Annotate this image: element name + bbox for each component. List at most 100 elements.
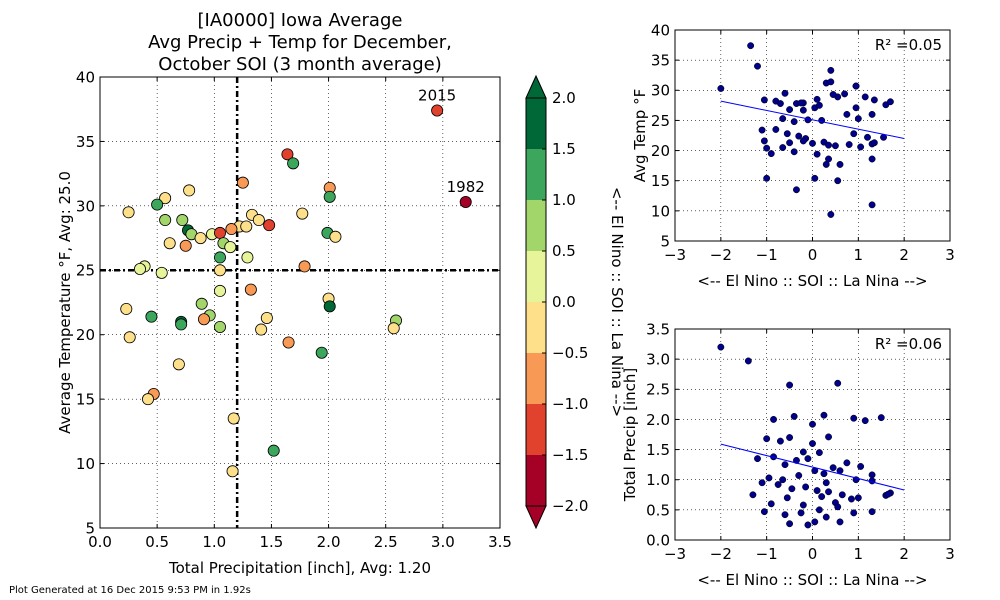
colorbar-tick-label: 0.0 <box>552 293 576 311</box>
data-point <box>163 237 176 250</box>
data-point <box>226 465 239 478</box>
precip-data-point <box>774 481 782 488</box>
precip-tick-label-y: 2.5 <box>646 381 670 399</box>
precip-data-point <box>760 508 768 516</box>
precip-data-point <box>838 491 846 499</box>
temp-data-point <box>815 101 823 109</box>
main-tick-label-y: 10 <box>76 455 95 473</box>
precip-data-point <box>834 503 842 511</box>
main-tick-label-y: 25 <box>76 262 95 280</box>
temp-tick-label-y: 35 <box>651 52 670 70</box>
precip-fit-line <box>720 443 905 491</box>
precip-tick-label-y: 1.0 <box>646 471 670 489</box>
temp-data-point <box>717 85 725 92</box>
precip-tick-label-y: 3.0 <box>646 351 670 369</box>
data-point <box>323 190 336 203</box>
year-annotation: 2015 <box>418 87 456 105</box>
precip-data-point <box>799 448 807 456</box>
precip-data-point <box>763 435 771 443</box>
data-point <box>255 323 268 336</box>
precip-data-point <box>861 417 869 425</box>
data-point <box>120 302 133 315</box>
precip-data-point <box>781 511 789 519</box>
main-tick-label-x: 1.0 <box>202 533 226 551</box>
temp-data-point <box>760 137 768 145</box>
main-tick-label-y: 20 <box>76 326 95 344</box>
temp-data-point <box>870 139 878 147</box>
temp-data-point <box>790 118 798 126</box>
precip-tick-label-y: 3.5 <box>646 320 670 338</box>
colorbar-tick-label: 1.0 <box>552 191 576 209</box>
temp-r2-label: R² =0.05 <box>875 36 942 54</box>
precip-data-point <box>857 463 865 470</box>
data-point <box>151 198 164 211</box>
main-tick-label-x: 0.5 <box>145 533 169 551</box>
temp-data-point <box>760 96 768 104</box>
precip-data-point <box>804 521 812 529</box>
temp-data-point <box>845 141 853 148</box>
data-point <box>213 320 226 333</box>
data-point <box>176 214 189 227</box>
data-point <box>241 251 254 264</box>
main-tick-label-x: 1.5 <box>259 533 283 551</box>
year-annotation: 1982 <box>447 178 485 196</box>
precip-data-point <box>809 440 816 447</box>
colorbar-tick-label: 1.5 <box>552 140 576 158</box>
precip-tick-label-y: 2.0 <box>646 411 670 429</box>
data-point <box>213 284 226 297</box>
precip-data-point <box>767 500 775 508</box>
colorbar-segment <box>526 251 546 302</box>
precip-data-point <box>783 494 791 502</box>
precip-data-point <box>781 461 789 469</box>
temp-data-point <box>868 155 876 163</box>
temp-data-point <box>868 110 876 118</box>
data-point <box>252 214 265 227</box>
temp-data-point <box>754 62 761 70</box>
colorbar-segment <box>526 302 546 353</box>
precip-data-point <box>825 488 832 496</box>
temp-data-point <box>795 132 803 140</box>
temp-tick-label-x: 3 <box>945 246 955 264</box>
temp-data-point <box>836 160 844 168</box>
precip-data-point <box>809 420 816 428</box>
temp-data-point <box>781 89 789 97</box>
temp-tick-label-y: 15 <box>651 172 670 190</box>
precip-data-point <box>829 464 837 472</box>
temp-data-point <box>852 104 860 112</box>
data-point <box>122 206 135 219</box>
data-point <box>213 226 226 239</box>
main-tick-label-y: 30 <box>76 197 95 215</box>
data-point <box>236 176 249 189</box>
precip-tick-label-x: −2 <box>710 545 732 563</box>
temp-tick-label-y: 40 <box>651 21 670 39</box>
data-point <box>296 207 309 220</box>
temp-data-point <box>793 186 800 194</box>
precip-data-point <box>795 472 803 479</box>
data-point <box>431 104 444 117</box>
colorbar-tick-label: −1.0 <box>552 395 588 413</box>
precip-data-point <box>793 456 800 464</box>
temp-data-point <box>783 130 791 138</box>
temp-data-point <box>827 66 835 74</box>
precip-data-point <box>868 471 876 479</box>
precip-data-point <box>822 479 830 487</box>
main-tick-label-x: 3.5 <box>488 533 512 551</box>
precip-data-point <box>815 506 823 514</box>
data-point <box>263 219 276 232</box>
colorbar-segment <box>526 98 546 149</box>
temp-x-axis-label: <-- El Nino :: SOI :: La Nina --> <box>697 272 927 290</box>
precip-x-axis-label: <-- El Nino :: SOI :: La Nina --> <box>697 571 927 589</box>
temp-tick-label-x: 1 <box>854 246 864 264</box>
precip-data-point <box>790 412 798 420</box>
data-point <box>197 313 210 326</box>
data-point <box>225 223 238 236</box>
precip-data-point <box>877 414 885 422</box>
temp-data-point <box>822 160 830 168</box>
temp-data-point <box>779 115 787 123</box>
temp-tick-label-y: 25 <box>651 112 670 130</box>
temp-data-point <box>767 150 775 158</box>
precip-data-point <box>854 494 862 502</box>
temp-tick-label-x: −1 <box>756 246 778 264</box>
temp-data-point <box>811 174 819 182</box>
temp-tick-label-y: 20 <box>651 142 670 160</box>
